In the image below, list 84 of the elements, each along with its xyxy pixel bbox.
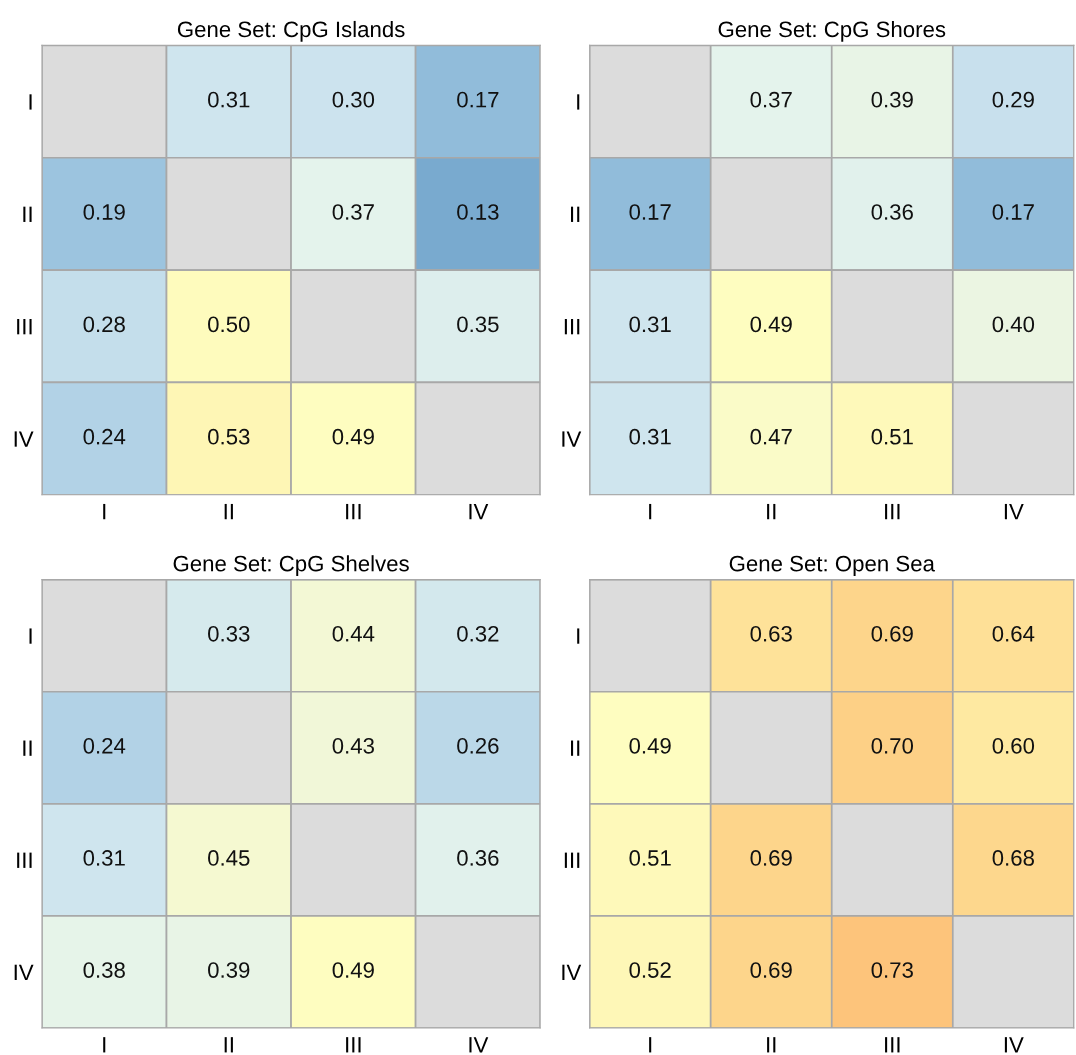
y-tick-label: I: [577, 628, 580, 644]
data-label: 0.49: [629, 737, 671, 754]
data-label: 0.70: [871, 737, 914, 754]
x-tick-label: I: [649, 503, 652, 520]
data-label: 0.13: [457, 204, 499, 220]
y-tick-label: III: [564, 852, 580, 868]
x-tick-label: I: [103, 503, 106, 520]
x-tick-label: II: [767, 1037, 776, 1053]
data-label: 0.63: [750, 625, 792, 642]
data-label: 0.47: [750, 428, 792, 445]
chart-title: Gene Set: Open Sea: [729, 555, 935, 576]
data-label: 0.36: [457, 850, 499, 866]
data-label: 0.69: [750, 850, 792, 866]
x-tick-label: I: [103, 1037, 106, 1053]
x-tick-label: II: [224, 1037, 233, 1053]
data-label: 0.38: [83, 962, 125, 978]
y-tick-label: II: [23, 206, 32, 222]
y-tick-label: IV: [562, 431, 582, 447]
y-tick-label: III: [17, 852, 32, 868]
x-tick-label: IV: [469, 1037, 489, 1053]
y-tick-label: IV: [14, 964, 34, 980]
data-label: 0.17: [457, 91, 499, 108]
data-label: 0.69: [871, 625, 913, 642]
x-tick-label: III: [346, 1037, 361, 1053]
data-label: 0.64: [992, 625, 1035, 642]
data-label: 0.73: [871, 962, 913, 978]
data-label: 0.39: [871, 91, 913, 108]
data-label: 0.31: [83, 850, 125, 866]
data-label: 0.17: [629, 204, 671, 220]
data-label: 0.30: [332, 91, 375, 108]
x-tick-label: II: [224, 503, 233, 520]
data-label: 0.49: [332, 962, 374, 978]
x-tick-label: IV: [1004, 1037, 1024, 1053]
data-label: 0.45: [208, 850, 250, 866]
data-label: 0.31: [629, 316, 671, 333]
x-tick-label: III: [885, 503, 900, 520]
x-tick-label: IV: [1004, 503, 1024, 520]
x-tick-label: II: [767, 503, 776, 520]
data-label: 0.26: [457, 737, 499, 754]
data-label: 0.50: [208, 316, 250, 333]
data-label: 0.19: [83, 204, 125, 220]
data-label: 0.69: [750, 962, 792, 978]
y-tick-label: III: [564, 319, 580, 335]
data-label: 0.33: [208, 625, 250, 642]
data-label: 0.49: [332, 428, 374, 445]
y-tick-label: I: [29, 628, 32, 644]
data-label: 0.24: [83, 428, 126, 445]
data-label: 0.31: [208, 91, 250, 108]
y-tick-label: I: [29, 94, 32, 110]
data-label: 0.52: [629, 962, 671, 978]
data-label: 0.17: [992, 204, 1034, 220]
chart-title: Gene Set: CpG Islands: [177, 20, 405, 42]
data-label: 0.37: [332, 204, 374, 220]
data-label: 0.29: [992, 91, 1034, 108]
x-tick-label: I: [649, 1037, 652, 1053]
data-label: 0.32: [457, 625, 499, 642]
y-tick-label: II: [571, 206, 580, 222]
y-tick-label: II: [571, 740, 580, 756]
data-label: 0.51: [629, 850, 671, 866]
data-label: 0.43: [332, 737, 374, 754]
x-tick-label: III: [346, 503, 361, 520]
data-label: 0.68: [992, 850, 1034, 866]
y-tick-label: IV: [562, 964, 582, 980]
chart-title: Gene Set: CpG Shelves: [173, 555, 409, 576]
y-tick-label: I: [577, 94, 580, 110]
y-tick-label: IV: [14, 431, 34, 447]
data-label: 0.60: [992, 737, 1035, 754]
y-tick-label: II: [23, 740, 32, 756]
x-tick-label: III: [885, 1037, 900, 1053]
data-label: 0.35: [457, 316, 499, 333]
data-label: 0.24: [83, 737, 126, 754]
data-label: 0.40: [992, 316, 1035, 333]
data-label: 0.44: [332, 625, 375, 642]
data-label: 0.28: [83, 316, 125, 333]
data-label: 0.51: [871, 428, 913, 445]
y-tick-label: III: [17, 319, 32, 335]
chart-title: Gene Set: CpG Shores: [718, 20, 946, 42]
data-label: 0.53: [208, 428, 250, 445]
data-label: 0.36: [871, 204, 913, 220]
x-tick-label: IV: [469, 503, 489, 520]
data-label: 0.49: [750, 316, 792, 333]
data-label: 0.37: [750, 91, 792, 108]
data-label: 0.39: [208, 962, 250, 978]
data-label: 0.31: [629, 428, 671, 445]
